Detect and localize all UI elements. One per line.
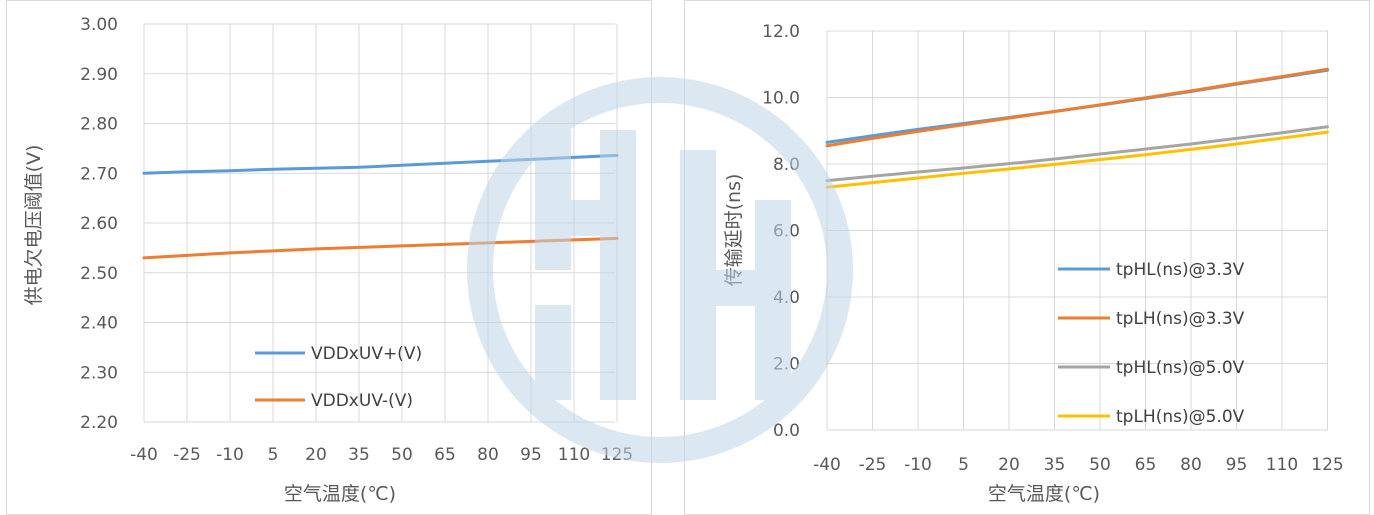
y-tick-label: 12.0: [762, 22, 800, 42]
x-tick-label: 5: [958, 455, 969, 475]
x-tick-label: -10: [904, 455, 932, 475]
x-tick-label: 95: [1226, 455, 1248, 475]
y-tick-label: 6.0: [773, 222, 800, 242]
series-line-4: [825, 130, 1329, 189]
x-tick-label: 20: [305, 445, 327, 465]
legend-label: tpHL(ns)@5.0V: [1116, 358, 1245, 378]
x-tick-label: 110: [1266, 455, 1298, 475]
y-tick-label: 2.70: [80, 164, 118, 184]
series-line-3: [825, 125, 1329, 183]
y-tick-label: 2.0: [773, 355, 800, 375]
y-tick-label: 0.0: [773, 421, 800, 441]
x-tick-label: -40: [130, 445, 158, 465]
y-axis-title: 供电欠电压阈值(V): [23, 145, 45, 306]
x-tick-label: 125: [1311, 455, 1343, 475]
chart-1: 2.202.302.402.502.602.702.802.903.00-40-…: [23, 15, 633, 505]
legend-label: tpLH(ns)@3.3V: [1116, 309, 1245, 329]
legend-label: tpHL(ns)@3.3V: [1116, 260, 1245, 280]
series-line-1: [142, 153, 619, 175]
chart-2: 0.0 2.0 4.0 6.0 8.0 10.0 12.0 -40 -25 -10 5 20 35 50 6…: [723, 22, 1344, 505]
legend-label: VDDxUV+(V): [311, 344, 422, 364]
x-tick-label: -10: [216, 445, 244, 465]
x-tick-label: 20: [998, 455, 1020, 475]
x-axis-title: 空气温度(℃): [284, 483, 396, 505]
y-tick-label: 2.30: [80, 363, 118, 383]
y-tick-label: 2.90: [80, 65, 118, 85]
y-tick-label: 10.0: [762, 89, 800, 109]
legend-label: VDDxUV-(V): [311, 391, 413, 411]
y-tick-label: 2.80: [80, 115, 118, 135]
x-tick-label: 65: [1135, 455, 1157, 475]
y-axis-title: 传输延时(ns): [723, 174, 745, 287]
x-tick-label: -25: [173, 445, 201, 465]
x-tick-label: 80: [477, 445, 499, 465]
x-tick-label: 50: [1089, 455, 1111, 475]
x-tick-label: -25: [859, 455, 887, 475]
x-tick-label: 35: [348, 445, 370, 465]
x-tick-label: 125: [601, 445, 633, 465]
x-tick-label: 80: [1180, 455, 1202, 475]
y-tick-label: 3.00: [80, 15, 118, 35]
series-line-2: [142, 236, 619, 260]
y-tick-label: 2.60: [80, 214, 118, 234]
y-tick-label: 2.50: [80, 264, 118, 284]
x-tick-label: 65: [434, 445, 456, 465]
x-tick-label: 35: [1044, 455, 1066, 475]
x-axis-title: 空气温度(℃): [988, 483, 1100, 505]
x-tick-label: 5: [268, 445, 279, 465]
y-tick-label: 2.40: [80, 314, 118, 334]
legend-label: tpLH(ns)@5.0V: [1116, 407, 1245, 427]
x-tick-label: 110: [558, 445, 590, 465]
y-tick-label: 2.20: [80, 413, 118, 433]
x-tick-label: 95: [520, 445, 542, 465]
x-tick-label: -40: [813, 455, 841, 475]
y-tick-label: 8.0: [773, 155, 800, 175]
series-line-2: [825, 67, 1329, 148]
y-tick-label: 4.0: [773, 288, 800, 308]
x-tick-label: 50: [391, 445, 413, 465]
